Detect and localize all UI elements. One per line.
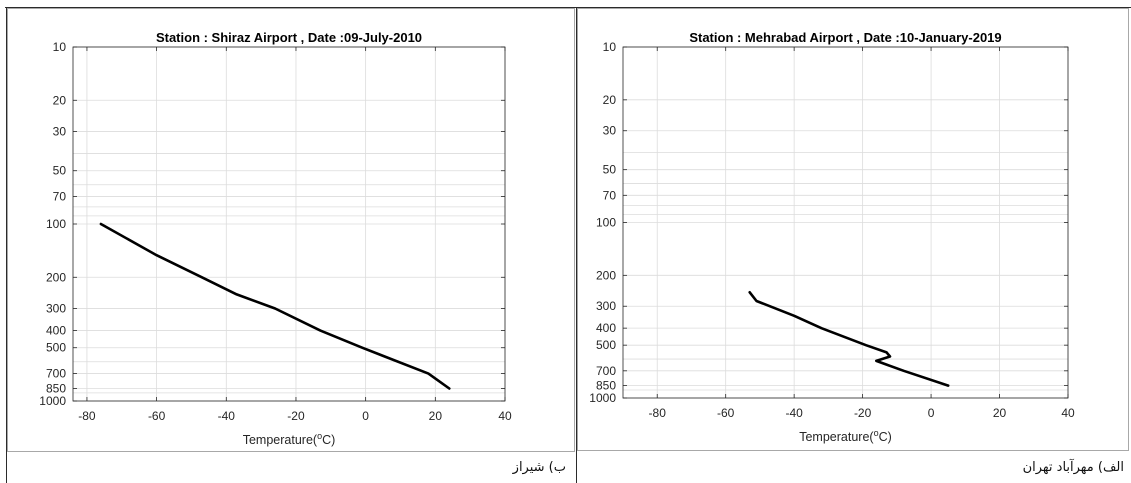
x-tick-label: -40 (785, 406, 803, 420)
x-tick-label: -20 (287, 409, 305, 423)
x-tick-label: -20 (854, 406, 872, 420)
x-tick-label: 0 (362, 409, 369, 423)
x-tick-label: 20 (429, 409, 443, 423)
frame-top-line (5, 7, 1131, 8)
y-tick-label: 100 (596, 216, 616, 230)
y-tick-label: 70 (603, 188, 617, 202)
y-tick-label: 500 (596, 338, 616, 352)
x-tick-label: -80 (649, 406, 667, 420)
x-axis-label-superscript: o (317, 431, 322, 441)
x-tick-label: -60 (717, 406, 735, 420)
y-tick-label: 1000 (589, 391, 616, 405)
x-tick-label: -60 (148, 409, 166, 423)
y-tick-label: 10 (603, 40, 617, 54)
chart-title: Station : Shiraz Airport , Date :09-July… (156, 30, 422, 45)
x-axis-label: Temperature(oC) (243, 431, 336, 447)
grid (623, 46, 1069, 399)
y-tick-label: 200 (596, 268, 616, 282)
y-tick-label: 700 (46, 367, 66, 381)
y-tick-label: 300 (596, 299, 616, 313)
x-tick-label: 0 (928, 406, 935, 420)
x-tick-label: -80 (78, 409, 96, 423)
y-tick-label: 300 (46, 301, 66, 315)
y-tick-label: 10 (53, 40, 67, 54)
x-axis-label-unit: C) (322, 433, 335, 447)
chart-mehrabad: -80 -60 -40 -20 0 20 40 10 20 30 50 70 100 200 300 400 5… (589, 30, 1075, 444)
chart-panel-shiraz: -80 -60 -40 -20 0 20 40 10 20 30 50 70 100 200 300 400 5… (7, 8, 575, 452)
y-tick-label: 400 (596, 321, 616, 335)
x-axis-label: Temperature(oC) (799, 428, 892, 444)
y-tick-label: 500 (46, 341, 66, 355)
x-tick-label: -40 (218, 409, 236, 423)
caption-mehrabad: الف) مهرآباد تهران (1022, 460, 1124, 475)
x-axis-label-text: Temperature( (799, 430, 874, 444)
y-tick-label: 50 (53, 164, 67, 178)
frame-left-line (6, 7, 7, 483)
caption-shiraz: ب) شیراز (512, 460, 566, 475)
chart-shiraz: -80 -60 -40 -20 0 20 40 10 20 30 50 70 100 200 300 400 5… (39, 30, 512, 447)
chart-title: Station : Mehrabad Airport , Date :10-Ja… (689, 30, 1001, 45)
y-tick-label: 850 (46, 382, 66, 396)
y-tick-label: 70 (53, 190, 67, 204)
y-tick-label: 400 (46, 324, 66, 338)
y-tick-label: 850 (596, 379, 616, 393)
x-tick-label: 40 (498, 409, 512, 423)
x-axis-label-unit: C) (879, 430, 892, 444)
y-tick-label: 100 (46, 217, 66, 231)
y-tick-label: 700 (596, 364, 616, 378)
temperature-profile-line (99, 222, 451, 390)
chart-panel-mehrabad: -80 -60 -40 -20 0 20 40 10 20 30 50 70 100 200 300 400 5… (577, 8, 1129, 451)
tick-marks (73, 46, 506, 402)
frame-divider-line (576, 7, 577, 483)
x-tick-label: 20 (993, 406, 1007, 420)
y-tick-label: 20 (603, 93, 617, 107)
y-tick-label: 30 (53, 124, 67, 138)
grid (73, 46, 506, 402)
y-tick-label: 30 (603, 124, 617, 138)
tick-marks (623, 46, 1069, 399)
temperature-profile-line (748, 291, 950, 387)
y-tick-label: 20 (53, 93, 67, 107)
y-tick-label: 200 (46, 270, 66, 284)
x-axis-label-superscript: o (874, 428, 879, 438)
y-tick-label: 1000 (39, 394, 66, 408)
x-tick-label: 40 (1061, 406, 1075, 420)
y-tick-label: 50 (603, 163, 617, 177)
x-axis-label-text: Temperature( (243, 433, 318, 447)
